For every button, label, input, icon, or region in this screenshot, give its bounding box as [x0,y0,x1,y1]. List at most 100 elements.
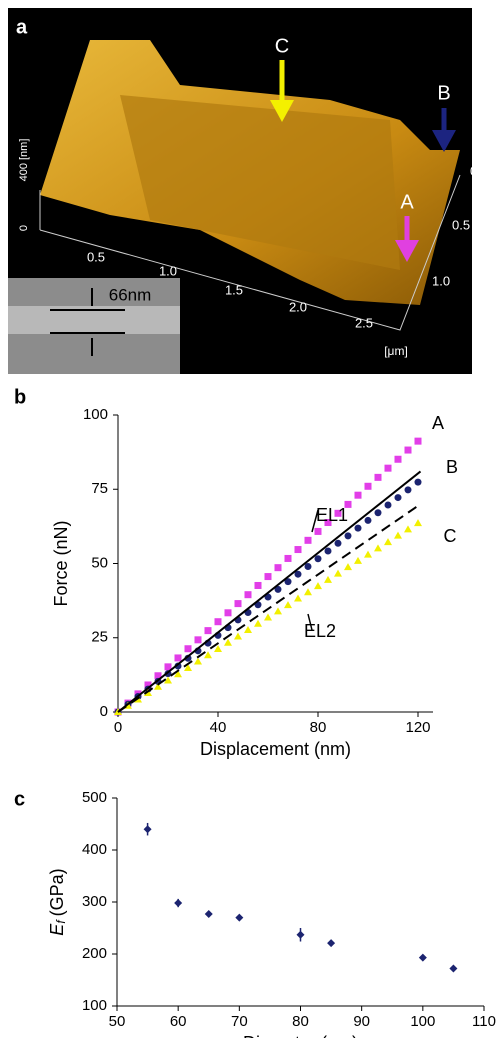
marker [274,607,282,615]
marker [324,519,332,527]
marker [374,509,382,517]
marker [294,570,302,578]
marker [254,581,262,589]
marker [364,550,372,558]
marker [384,501,392,509]
x-tick-label: 90 [353,1013,370,1030]
marker [344,532,352,540]
series-label: EL2 [304,621,336,641]
marker [174,670,182,678]
marker [184,645,192,653]
x-tick-label: 2.0 [289,299,307,314]
marker [324,547,332,555]
marker [394,494,402,502]
y-tick-label: 400 [82,841,107,858]
y-tick-label: 500 [82,789,107,806]
marker [354,524,362,532]
x-tick-label: 70 [231,1013,248,1030]
marker [304,562,312,570]
marker [354,556,362,564]
marker [449,964,458,973]
marker [334,539,342,547]
marker [354,491,362,499]
marker [344,500,352,508]
marker [244,626,252,634]
y-tick-label: 0.0 [470,163,488,178]
x-tick-label: 120 [405,719,430,736]
y-tick-label: 100 [82,997,107,1014]
marker [394,455,402,463]
y-tick-label: 75 [91,480,108,497]
marker [204,909,213,918]
marker [264,573,272,581]
marker [414,519,422,527]
marker [224,638,232,646]
marker [364,516,372,524]
marker [314,527,322,535]
y-tick-label: 0 [100,703,108,720]
afm-trench [120,95,400,270]
marker [194,636,202,644]
marker [234,600,242,608]
marker [327,939,336,948]
y-label-subscript: f [54,919,68,924]
x-tick-label: 40 [210,719,227,736]
marker [418,953,427,962]
marker [296,930,305,939]
marker [174,654,182,662]
marker [374,544,382,552]
inset-label: 66nm [109,285,152,304]
marker [284,554,292,562]
y-tick-label: 0.5 [452,217,470,232]
annotation-arrow [307,613,313,631]
panel-label: c [14,788,25,810]
annotation-arrow [311,509,319,533]
marker [274,564,282,572]
marker [284,578,292,586]
marker [324,575,332,583]
marker [404,525,412,533]
fit-line [117,503,422,713]
x-tick-label: 0.5 [87,249,105,264]
marker [404,446,412,454]
y-axis-label: Force (nN) [51,520,71,606]
marker [414,437,422,445]
marker [214,618,222,626]
marker [334,509,342,517]
panel-a: a C B A 400 [nm] 0 0.5 1.0 1.5 2.0 2.5 [… [8,8,488,374]
marker [364,482,372,490]
x-unit: [μm] [384,344,408,358]
arrow-label: C [275,35,289,57]
marker [304,588,312,596]
x-tick-label: 60 [170,1013,187,1030]
marker [294,594,302,602]
marker [284,601,292,609]
marker [164,663,172,671]
x-tick-label: 0 [114,719,122,736]
panel-label: a [16,16,28,38]
x-tick-label: 100 [410,1013,435,1030]
arrow-b [432,130,456,152]
x-tick-label: 50 [109,1013,126,1030]
x-tick-label: 1.0 [159,263,177,278]
y-tick-label: 1.0 [432,273,450,288]
series-label: B [446,457,458,477]
marker [274,585,282,593]
x-tick-label: 1.5 [225,282,243,297]
marker [204,651,212,659]
marker [184,664,192,672]
afm-axes [39,174,461,331]
marker [244,591,252,599]
marker [234,632,242,640]
marker [384,538,392,546]
arrow-c [270,100,294,122]
arrow-a [395,240,419,262]
y-tick-label: 300 [82,893,107,910]
fit-line [117,470,422,713]
marker [224,609,232,617]
marker [254,619,262,627]
marker [374,473,382,481]
x-tick-label: 2.5 [355,315,373,330]
x-axis-label: Diameter (nm) [243,1033,358,1038]
y-tick-label: 100 [83,406,108,423]
